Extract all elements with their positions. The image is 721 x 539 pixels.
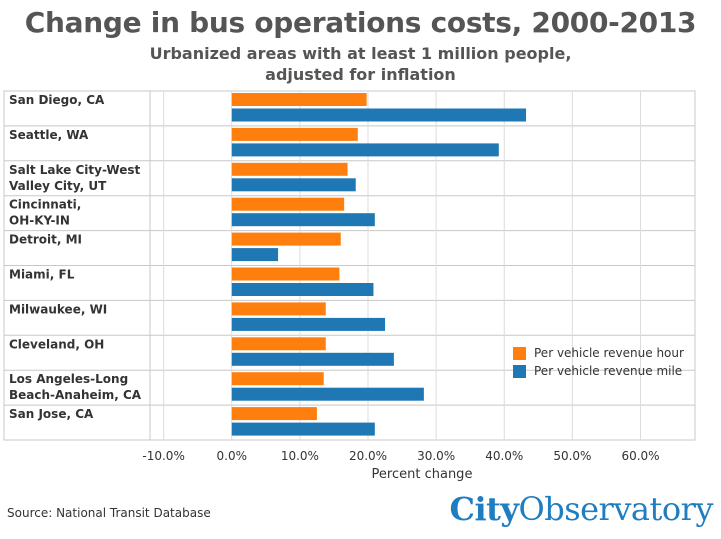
category-label: Cleveland, OH (9, 337, 104, 351)
category-label-line: OH-KY-IN (9, 214, 70, 228)
category-label-line: Detroit, MI (9, 233, 82, 247)
bar-per-hour (231, 372, 324, 386)
legend-label-hour: Per vehicle revenue hour (534, 346, 684, 360)
category-label: San Jose, CA (9, 407, 94, 421)
category-label: Miami, FL (9, 268, 75, 282)
bar-per-mile (231, 283, 374, 296)
legend-label-mile: Per vehicle revenue mile (534, 364, 683, 378)
x-axis-label: Percent change (372, 467, 473, 482)
category-label-line: San Diego, CA (9, 93, 105, 107)
x-tick-label: 10.0% (281, 449, 319, 463)
category-label-line: Beach-Anaheim, CA (9, 388, 142, 402)
cityobservatory-logo: CityObservatory (449, 490, 713, 528)
category-label-line: Seattle, WA (9, 128, 89, 142)
source-note: Source: National Transit Database (7, 506, 211, 520)
bar-per-mile (231, 422, 375, 436)
bar-per-hour (231, 302, 326, 316)
category-label-line: Cincinnati, (9, 198, 81, 212)
x-tick-label: 60.0% (621, 449, 659, 463)
bar-per-hour (231, 232, 341, 246)
x-tick-label: 40.0% (485, 449, 523, 463)
category-label: Milwaukee, WI (9, 302, 107, 316)
bars (231, 93, 527, 436)
category-label-line: Miami, FL (9, 268, 75, 282)
category-label-line: Cleveland, OH (9, 337, 104, 351)
category-label-line: Valley City, UT (9, 179, 107, 193)
category-label: Los Angeles-Long Beach-Anaheim, CA (9, 372, 142, 402)
legend-item-mile: Per vehicle revenue mile (513, 362, 684, 380)
category-label: Salt Lake City-West Valley City, UT (9, 163, 140, 193)
legend-swatch-mile (513, 364, 526, 378)
category-label: Detroit, MI (9, 233, 82, 247)
category-labels: San Diego, CA Seattle, WA Salt Lake City-W… (9, 93, 142, 421)
bar-per-mile (231, 352, 394, 366)
x-tick-label: 30.0% (417, 449, 455, 463)
category-label-line: Milwaukee, WI (9, 302, 107, 316)
chart-subtitle-line-2: adjusted for inflation (265, 65, 456, 84)
bar-per-mile (231, 178, 356, 192)
bar-per-mile (231, 248, 279, 262)
category-label-line: Los Angeles-Long (9, 372, 128, 386)
bar-per-hour (231, 267, 340, 281)
category-label: San Diego, CA (9, 93, 105, 107)
bar-per-hour (231, 93, 367, 106)
category-label: Cincinnati, OH-KY-IN (9, 198, 81, 228)
category-label-line: San Jose, CA (9, 407, 94, 421)
legend-swatch-hour (513, 346, 526, 360)
x-tick-label: 50.0% (553, 449, 591, 463)
x-tick-label: -10.0% (142, 449, 184, 463)
bar-per-hour (231, 337, 326, 351)
bar-per-hour (231, 197, 345, 211)
bar-per-hour (231, 162, 348, 176)
category-label: Seattle, WA (9, 128, 89, 142)
bar-per-mile (231, 143, 499, 157)
bar-per-hour (231, 407, 317, 421)
bar-per-mile (231, 108, 527, 122)
bar-per-mile (231, 213, 375, 227)
legend: Per vehicle revenue hour Per vehicle rev… (513, 344, 684, 380)
x-tick-label: 20.0% (349, 449, 387, 463)
chart-subtitle-line-1: Urbanized areas with at least 1 million … (149, 44, 572, 63)
bar-per-mile (231, 317, 386, 331)
logo-observatory-text: Observatory (518, 490, 713, 528)
x-axis-tick-labels: -10.0% 0.0% 10.0% 20.0% 30.0% 40.0% 50.0% 60.0% (142, 449, 659, 463)
logo-city-text: City (449, 490, 519, 528)
chart-title: Change in bus operations costs, 2000-201… (24, 6, 697, 39)
legend-item-hour: Per vehicle revenue hour (513, 344, 684, 362)
category-label-line: Salt Lake City-West (9, 163, 140, 177)
x-tick-label: 0.0% (217, 449, 248, 463)
bar-per-hour (231, 127, 358, 141)
bar-per-mile (231, 387, 424, 401)
plot-frame (3, 90, 696, 441)
